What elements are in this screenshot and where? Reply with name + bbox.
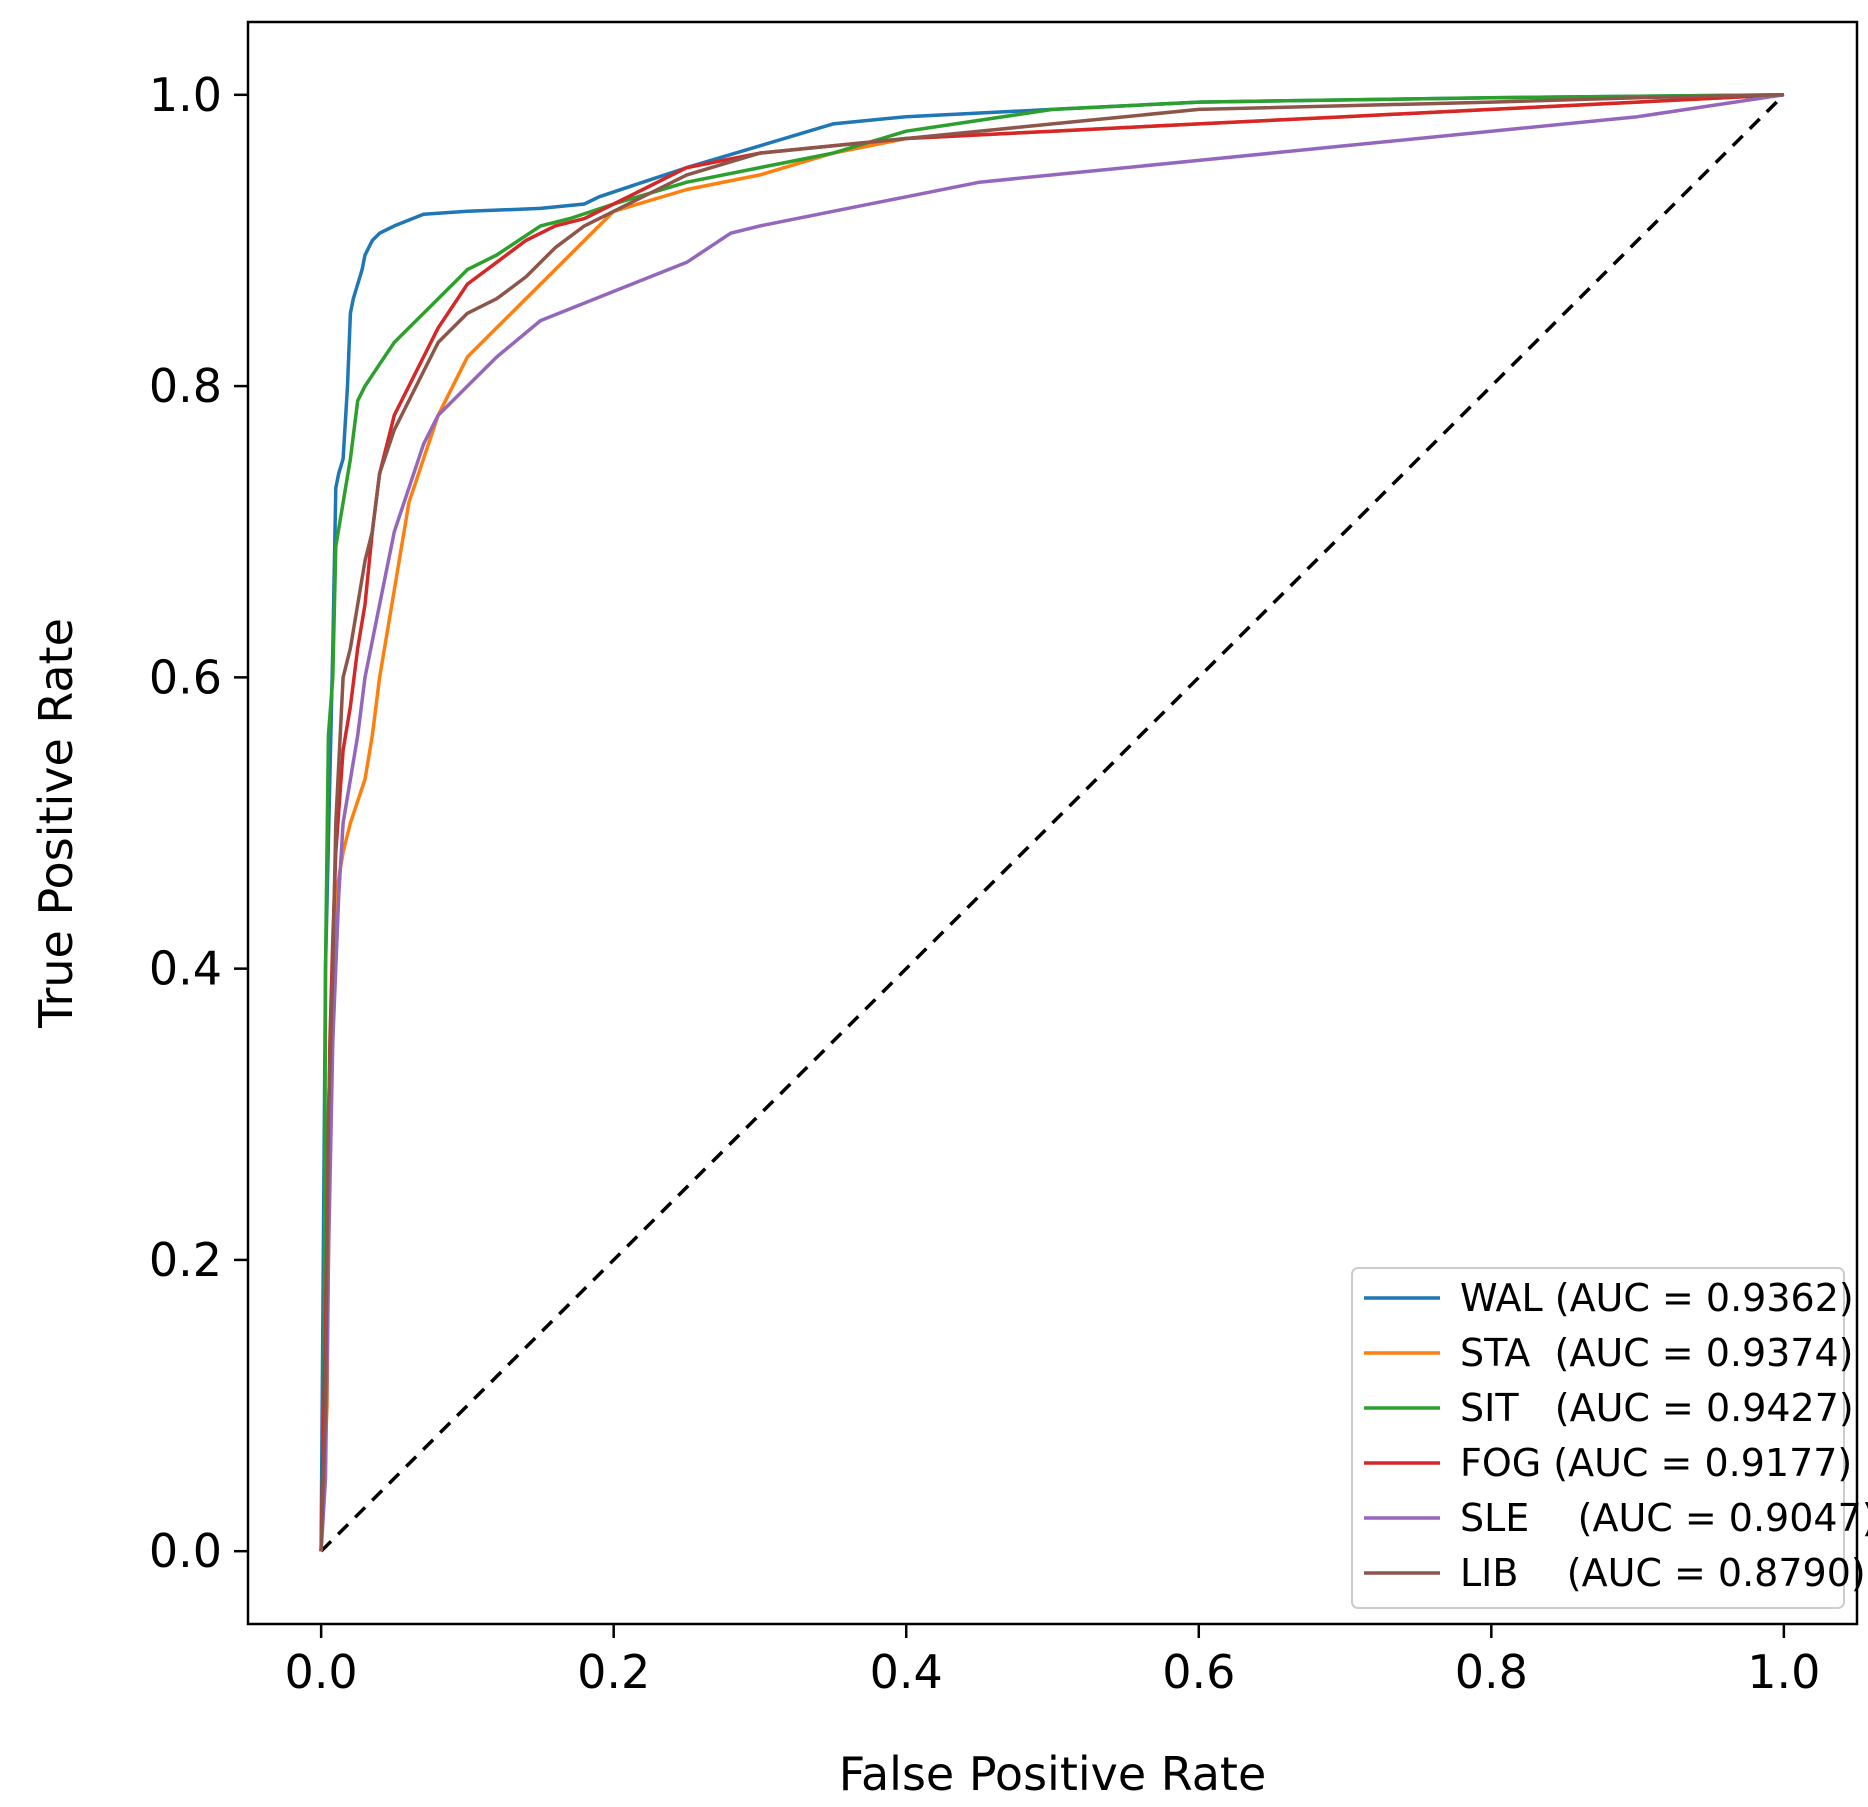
- series-line-lib: [319, 93, 1784, 1552]
- y-tick-label: 0.0: [149, 1524, 222, 1578]
- y-tick-label: 1.0: [149, 68, 222, 122]
- legend: WAL (AUC = 0.9362) STA (AUC = 0.9374) SIT …: [1351, 1267, 1868, 1609]
- series-line-wal: [319, 93, 1784, 1552]
- x-tick-label: 0.4: [870, 1645, 943, 1699]
- legend-entry: FOG (AUC = 0.9177): [1460, 1441, 1852, 1485]
- legend-entry: LIB (AUC = 0.8790): [1460, 1551, 1866, 1595]
- legend-entry: WAL (AUC = 0.9362): [1460, 1276, 1854, 1320]
- y-tick-label: 0.6: [149, 650, 222, 704]
- legend-entry: SLE (AUC = 0.9047): [1460, 1496, 1868, 1540]
- x-tick-label: 1.0: [1747, 1645, 1820, 1699]
- y-tick-label: 0.2: [149, 1233, 222, 1287]
- legend-box: [1351, 1267, 1845, 1609]
- series-line-sit: [319, 93, 1784, 1552]
- legend-entry: STA (AUC = 0.9374): [1460, 1331, 1854, 1375]
- legend-entry: SIT (AUC = 0.9427): [1460, 1386, 1854, 1430]
- x-tick-label: 0.2: [577, 1645, 650, 1699]
- y-tick-label: 0.8: [149, 359, 222, 413]
- axes: 0.0 0.2 0.4 0.6 0.8 1.0 0.0 0.2 0.4 0.6 0.8 1.0: [149, 20, 1859, 1699]
- y-tick-label: 0.4: [149, 942, 222, 996]
- x-axis-label: False Positive Rate: [839, 1747, 1267, 1801]
- plot-frame: [246, 20, 1859, 1626]
- series-line-sle: [319, 93, 1785, 1552]
- series-layer: [319, 93, 1786, 1553]
- x-tick-label: 0.0: [285, 1645, 358, 1699]
- reference-diagonal-line: [319, 93, 1786, 1553]
- x-tick-label: 0.8: [1455, 1645, 1528, 1699]
- x-tick-label: 0.6: [1162, 1645, 1235, 1699]
- series-line-fog: [319, 93, 1784, 1552]
- y-axis-label: True Positive Rate: [29, 618, 83, 1029]
